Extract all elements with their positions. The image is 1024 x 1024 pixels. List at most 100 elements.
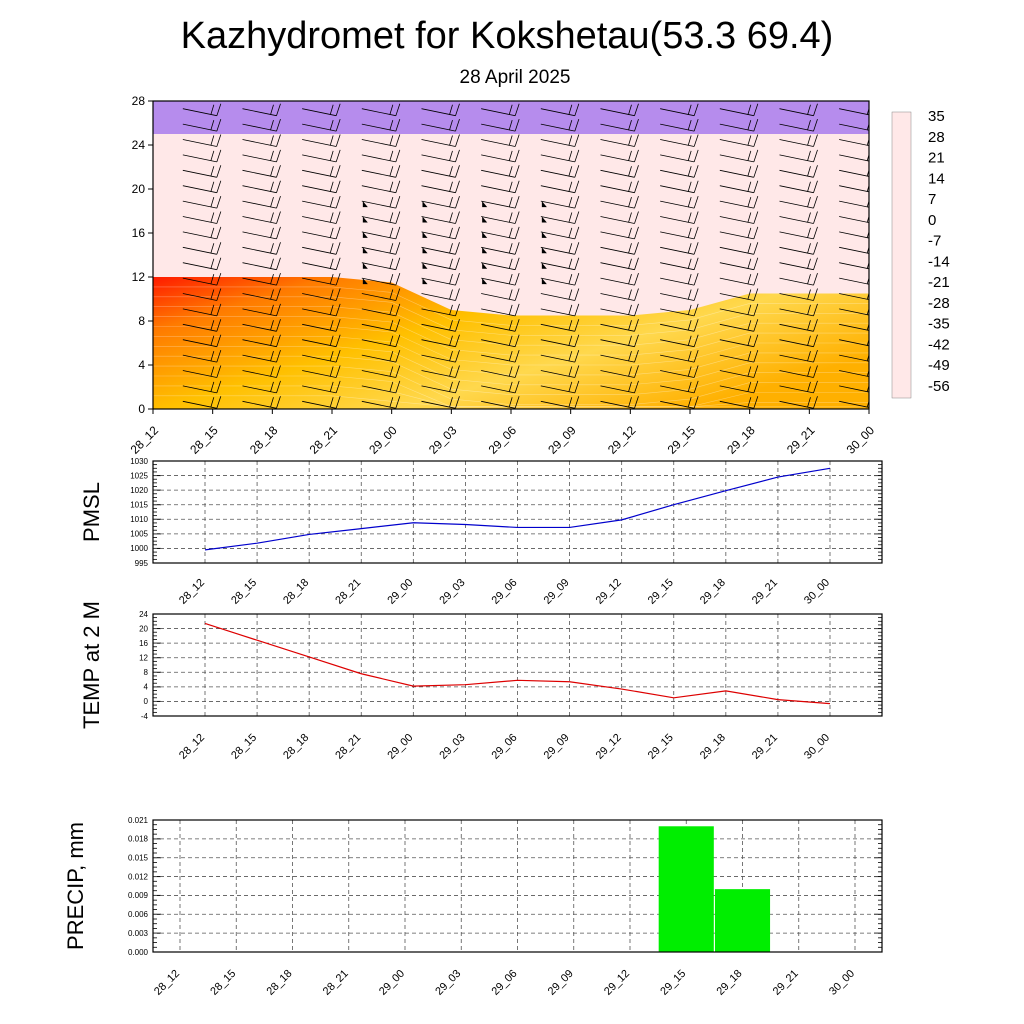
wind-barb	[421, 211, 460, 224]
wind-barb	[242, 380, 281, 394]
wind-barb	[242, 165, 281, 178]
wind-barb	[421, 349, 460, 363]
precip-x-tick-label: 30_00	[827, 968, 857, 998]
wind-barb	[361, 103, 401, 117]
wind-barb	[361, 303, 401, 317]
colorbar-label: -28	[928, 295, 950, 312]
wind-barb	[182, 334, 222, 348]
wind-barb	[421, 396, 460, 409]
wind-barb	[421, 180, 460, 194]
wind-barb	[361, 195, 401, 209]
wind-barb	[481, 303, 520, 317]
pmsl-y-tick-label: 1010	[130, 515, 148, 524]
wind-barb	[779, 211, 818, 224]
wind-barb	[302, 349, 341, 363]
wind-barb	[302, 365, 341, 378]
wind-barb	[302, 288, 341, 301]
cross-section-x-tick-label: 28_18	[247, 423, 281, 457]
wind-barb	[540, 380, 580, 394]
pmsl-y-tick-label: 1000	[130, 544, 148, 553]
wind-barb	[540, 365, 580, 378]
precip-y-tick-label: 0.003	[128, 929, 149, 938]
cross-section-x-tick-label: 29_03	[426, 423, 460, 457]
wind-barb	[779, 349, 818, 363]
wind-barb	[361, 334, 401, 348]
wind-barb	[600, 242, 639, 255]
wind-barb	[660, 165, 699, 178]
cross-section-x-tick-label: 29_06	[486, 423, 520, 457]
pmsl-x-tick-label: 29_06	[490, 577, 520, 607]
wind-barb	[719, 242, 759, 255]
wind-barb	[719, 211, 759, 224]
temp-x-tick-label: 29_12	[594, 732, 624, 762]
wind-barb	[481, 334, 520, 348]
wind-barb	[302, 195, 341, 209]
temp-x-tick-label: 30_00	[802, 732, 832, 762]
wind-barb	[540, 180, 580, 194]
wind-barb	[779, 118, 818, 132]
pmsl-panel: 28_12 28_15 28_18 28_21 29_00 29_03 29_06 29_09…	[79, 457, 883, 607]
cross-section-y-tick-label: 0	[138, 402, 145, 416]
precip-x-tick-label: 28_18	[265, 968, 295, 998]
wind-barb	[302, 134, 341, 147]
wind-barb	[182, 134, 222, 147]
precip-x-tick-label: 28_12	[152, 968, 182, 998]
cross-section-y-tick-label: 8	[138, 314, 145, 328]
wind-barb	[182, 272, 222, 286]
wind-barb	[660, 288, 699, 301]
colorbar-label: 28	[928, 129, 945, 146]
wind-barb	[481, 180, 520, 194]
wind-barb	[719, 288, 759, 301]
wind-barb	[540, 211, 580, 224]
wind-barb	[719, 134, 759, 147]
temp-y-tick-label: 16	[139, 639, 148, 648]
temp-y-tick-label: 0	[144, 697, 149, 706]
pmsl-x-tick-label: 28_18	[281, 577, 311, 607]
wind-barb	[421, 242, 460, 255]
pmsl-x-tick-label: 28_21	[333, 577, 363, 607]
wind-barb	[540, 272, 580, 286]
precip-y-tick-label: 0.012	[128, 872, 149, 881]
wind-barb	[182, 288, 222, 301]
wind-barb	[182, 349, 222, 363]
wind-barb	[302, 180, 341, 194]
cross-section-x-tick-label: 30_00	[844, 423, 878, 457]
wind-barb	[361, 165, 401, 178]
precip-x-tick-label: 29_09	[546, 968, 576, 998]
wind-barb	[600, 226, 639, 240]
pmsl-y-tick-label: 1030	[130, 457, 148, 466]
wind-barb	[302, 165, 341, 178]
wind-barb	[481, 165, 520, 178]
wind-barb	[540, 103, 580, 117]
chart-title: Kazhydromet for Kokshetau(53.3 69.4)	[181, 15, 834, 57]
wind-barb	[660, 365, 699, 378]
wind-barb	[182, 396, 222, 409]
wind-barb	[600, 134, 639, 147]
wind-barb	[600, 165, 639, 178]
wind-barb	[302, 272, 341, 286]
precip-bar	[658, 826, 714, 952]
wind-barb	[719, 226, 759, 240]
wind-barb	[182, 180, 222, 194]
wind-barb	[660, 380, 699, 394]
wind-barb	[660, 118, 699, 132]
wind-barb	[719, 180, 759, 194]
wind-barb	[421, 380, 460, 394]
wind-barb	[302, 103, 341, 117]
pmsl-x-tick-label: 29_18	[698, 577, 728, 607]
wind-barb	[182, 149, 222, 163]
wind-barb	[481, 365, 520, 378]
temp-x-tick-label: 29_06	[490, 732, 520, 762]
precip-x-tick-label: 29_15	[658, 968, 688, 998]
wind-barb	[481, 242, 520, 255]
wind-barb	[361, 396, 401, 409]
wind-barb	[719, 257, 759, 271]
temp-y-tick-label: 12	[139, 654, 148, 663]
pmsl-x-tick-label: 29_09	[542, 577, 572, 607]
colorbar-label: -49	[928, 357, 950, 374]
wind-barb	[182, 380, 222, 394]
pmsl-x-tick-label: 28_12	[177, 577, 207, 607]
wind-barb	[719, 165, 759, 178]
wind-barb	[540, 288, 580, 301]
